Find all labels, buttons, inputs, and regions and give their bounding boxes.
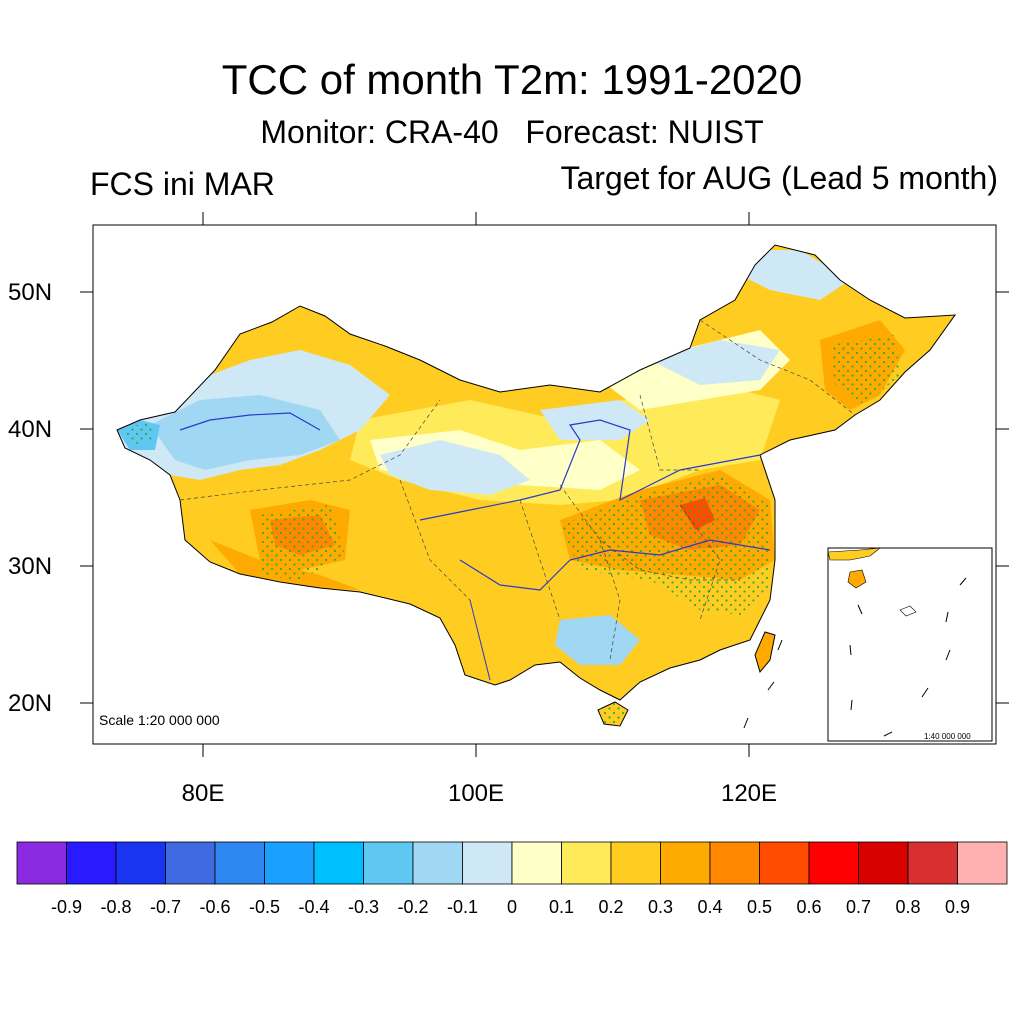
colorbar-box (759, 841, 810, 885)
lat-label-40n: 40N (8, 416, 53, 443)
tarim-river (179, 412, 321, 431)
colorbar-box (511, 841, 562, 885)
colorbar-label: -0.7 (149, 897, 182, 917)
colorbar-box (313, 841, 364, 885)
sea-boundary-dashes (743, 639, 783, 729)
colorbar-label: 0.3 (647, 897, 674, 917)
colorbar-box (808, 841, 859, 885)
chart-subtitle: Monitor: CRA-40 Forecast: NUIST (260, 114, 764, 150)
colorbar-box (957, 841, 1008, 885)
lat-label-20n: 20N (8, 690, 53, 717)
colorbar-label: 0.8 (895, 897, 921, 917)
init-label: FCS ini MAR (90, 166, 275, 202)
colorbar (16, 841, 1008, 885)
province-boundaries (179, 319, 856, 661)
colorbar-label: 0.2 (598, 897, 624, 917)
mekong-river (469, 599, 491, 681)
target-label: Target for AUG (Lead 5 month) (560, 160, 998, 196)
lon-label-100e: 100E (447, 780, 505, 807)
china-border (116, 244, 957, 701)
colorbar-box (561, 841, 612, 885)
lon-label-120e: 120E (720, 780, 778, 807)
yellow-river (419, 419, 761, 521)
colorbar-label: 0.1 (548, 897, 575, 917)
colorbar-label: 0.4 (697, 897, 723, 917)
scale-label: Scale 1:20 000 000 (99, 712, 220, 728)
lat-label-50n: 50N (8, 279, 53, 306)
colorbar-label: 0.5 (746, 897, 773, 917)
colorbar-label: 0.9 (944, 897, 971, 917)
nine-dash-line (849, 577, 967, 737)
colorbar-box (709, 841, 760, 885)
colorbar-label: -0.2 (397, 897, 429, 917)
axis-ticks (80, 212, 1009, 757)
colorbar-label: -0.8 (100, 897, 132, 917)
colorbar-box (660, 841, 711, 885)
colorbar-box (858, 841, 909, 885)
inset-scale-label: 1:40 000 000 (924, 732, 971, 741)
colorbar-label: -0.9 (50, 897, 83, 917)
colorbar-label: 0.7 (845, 897, 872, 917)
taiwan-island (754, 631, 776, 674)
lon-label-80e: 80E (181, 780, 225, 807)
colorbar-box (462, 841, 513, 885)
colorbar-box (165, 841, 216, 885)
colorbar-label: 0.6 (796, 897, 822, 917)
colorbar-label: -0.1 (446, 897, 479, 917)
colorbar-box (115, 841, 166, 885)
colorbar-box (610, 841, 661, 885)
colorbar-box (412, 841, 463, 885)
lat-label-30n: 30N (8, 553, 53, 580)
colorbar-box (264, 841, 315, 885)
colorbar-box (363, 841, 414, 885)
colorbar-box (907, 841, 958, 885)
chart-title: TCC of month T2m: 1991-2020 (221, 56, 803, 103)
colorbar-label: -0.5 (248, 897, 281, 917)
colorbar-label: -0.3 (347, 897, 380, 917)
colorbar-box (16, 841, 67, 885)
colorbar-label: 0 (506, 897, 517, 917)
yangtze-river (459, 539, 771, 591)
colorbar-label: -0.6 (199, 897, 231, 917)
colorbar-label: -0.4 (298, 897, 330, 917)
colorbar-box (214, 841, 265, 885)
colorbar-box (66, 841, 117, 885)
